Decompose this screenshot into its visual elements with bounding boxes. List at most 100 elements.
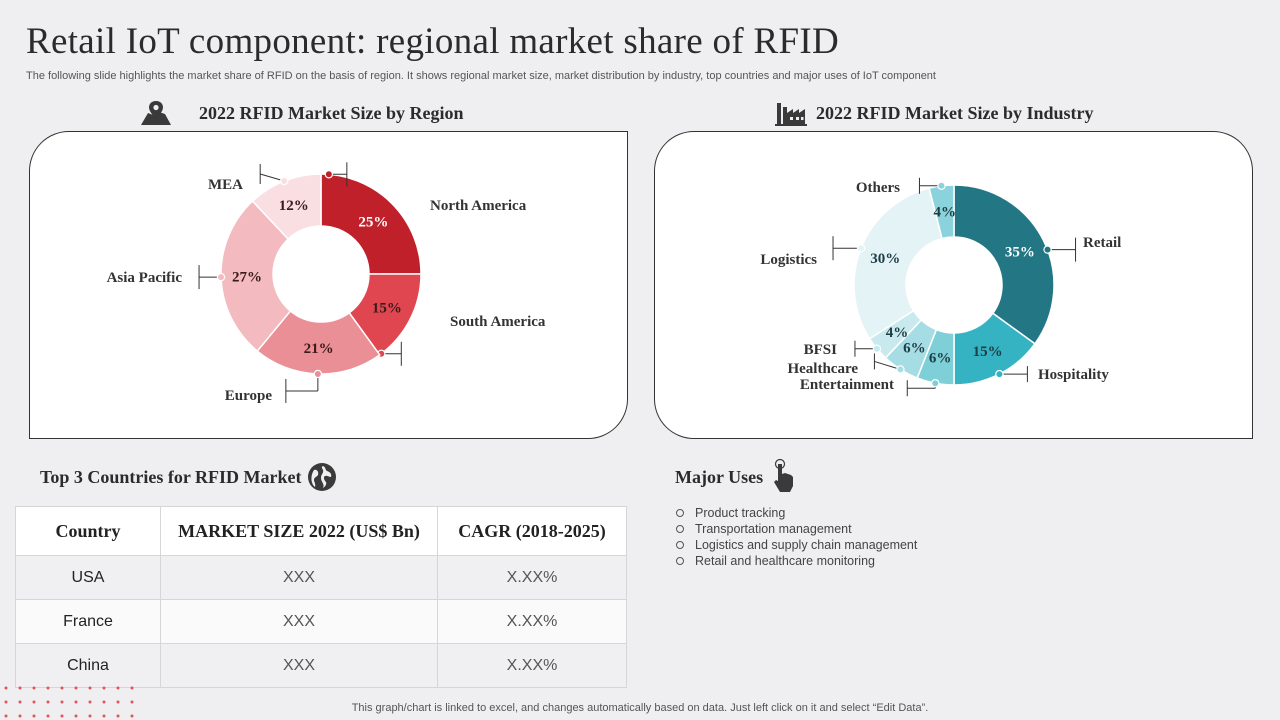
data-label-europe: 21% xyxy=(304,341,334,357)
callout-others xyxy=(918,177,946,194)
callout-retail xyxy=(1043,237,1077,262)
category-label-asia-pacific: Asia Pacific xyxy=(107,270,183,286)
table-cell-country: USA xyxy=(15,555,161,600)
data-label-logistics: 30% xyxy=(870,251,900,267)
callout-healthcare xyxy=(873,353,905,374)
industry-heading-label: 2022 RFID Market Size by Industry xyxy=(816,102,1094,123)
decor-dot xyxy=(18,700,22,704)
decor-dot xyxy=(88,686,92,690)
industry-heading: 2022 RFID Market Size by Industry xyxy=(774,99,1094,127)
list-item-label: Retail and healthcare monitoring xyxy=(695,554,875,568)
category-label-retail: Retail xyxy=(1083,235,1121,251)
region-chart-panel: 25% North America 15% South America 21% Europ… xyxy=(29,131,628,439)
map-pin-icon xyxy=(141,101,171,125)
list-item: Retail and healthcare monitoring xyxy=(676,553,917,569)
donut-slice-mea xyxy=(251,173,322,241)
donut-slice-asia-pacific xyxy=(220,200,292,353)
decor-dot xyxy=(4,714,8,718)
category-label-entertainment: Entertainment xyxy=(800,377,894,393)
decor-dot xyxy=(130,714,134,718)
decor-dot xyxy=(18,686,22,690)
table-cell-country: China xyxy=(15,643,161,688)
decor-dot xyxy=(116,714,120,718)
table-cell-cagr: X.XX% xyxy=(437,555,627,600)
category-label-europe: Europe xyxy=(225,388,273,404)
decor-dot xyxy=(116,700,120,704)
category-label-healthcare: Healthcare xyxy=(787,361,858,377)
decor-dot xyxy=(74,700,78,704)
decor-dot xyxy=(32,714,36,718)
decor-dot xyxy=(60,686,64,690)
decor-dot xyxy=(46,714,50,718)
table-row: France XXX X.XX% xyxy=(15,599,627,644)
globe-icon xyxy=(308,463,336,491)
decor-dot xyxy=(88,714,92,718)
industry-donut-chart: 35% Retail 15% Hospitality 6% Entertainment 6%… xyxy=(760,177,1121,397)
category-label-mea: MEA xyxy=(208,177,243,193)
hand-pointer-icon xyxy=(774,458,793,492)
list-item: Transportation management xyxy=(676,521,917,537)
callout-entertainment xyxy=(906,379,940,397)
decor-dot xyxy=(74,686,78,690)
data-label-asia-pacific: 27% xyxy=(232,269,262,285)
callout-mea xyxy=(259,164,289,186)
uses-heading: Major Uses xyxy=(675,467,764,487)
donut-slice-europe xyxy=(256,309,381,375)
decor-dot xyxy=(116,686,120,690)
decor-dot xyxy=(60,714,64,718)
decor-dot xyxy=(32,700,36,704)
footer-note: This graph/chart is linked to excel, and… xyxy=(351,702,929,714)
table-cell-country: France xyxy=(15,599,161,644)
donut-slice-retail xyxy=(953,184,1055,345)
list-item: Logistics and supply chain management xyxy=(676,537,917,553)
column-header-country: Country xyxy=(15,506,161,556)
bullet-icon xyxy=(676,509,684,517)
region-heading: 2022 RFID Market Size by Region xyxy=(139,99,463,127)
category-label-logistics: Logistics xyxy=(760,252,817,268)
countries-table: Country MARKET SIZE 2022 (US$ Bn) CAGR (… xyxy=(15,506,627,688)
table-cell-market-size: XXX xyxy=(160,599,438,644)
callout-logistics xyxy=(832,236,866,261)
list-item-label: Product tracking xyxy=(695,506,786,520)
bullet-icon xyxy=(676,541,684,549)
list-item-label: Transportation management xyxy=(695,522,852,536)
table-row: China XXX X.XX% xyxy=(15,643,627,688)
region-donut-chart: 25% North America 15% South America 21% Europ… xyxy=(107,162,546,404)
data-label-bfsi: 4% xyxy=(886,325,909,341)
countries-heading: Top 3 Countries for RFID Market xyxy=(40,467,302,487)
page-subtitle: The following slide highlights the marke… xyxy=(26,70,936,82)
bullet-icon xyxy=(676,525,684,533)
decor-dot xyxy=(46,700,50,704)
category-label-hospitality: Hospitality xyxy=(1038,367,1109,383)
table-row: USA XXX X.XX% xyxy=(15,555,627,600)
major-uses-list: Product tracking Transportation manageme… xyxy=(676,505,917,569)
column-header-cagr: CAGR (2018-2025) xyxy=(437,506,627,556)
category-label-south-america: South America xyxy=(450,314,546,330)
data-label-hospitality: 15% xyxy=(973,344,1003,360)
page-title: Retail IoT component: regional market sh… xyxy=(26,21,839,62)
data-label-south-america: 15% xyxy=(372,301,402,317)
data-label-retail: 35% xyxy=(1005,244,1035,260)
column-header-market-size: MARKET SIZE 2022 (US$ Bn) xyxy=(160,506,438,556)
callout-europe xyxy=(285,369,323,403)
data-label-entertainment: 6% xyxy=(929,351,952,367)
callout-asia-pacific xyxy=(198,265,226,290)
table-header-row: Country MARKET SIZE 2022 (US$ Bn) CAGR (… xyxy=(15,506,627,556)
decor-dot xyxy=(46,686,50,690)
category-label-others: Others xyxy=(856,180,900,196)
data-label-others: 4% xyxy=(933,205,956,221)
callout-bfsi xyxy=(854,340,882,357)
donut-slice-north-america xyxy=(320,173,422,275)
category-label-north-america: North America xyxy=(430,198,527,214)
decor-dot xyxy=(74,714,78,718)
decor-dot xyxy=(102,714,106,718)
data-label-mea: 12% xyxy=(279,198,309,214)
data-label-healthcare: 6% xyxy=(903,340,926,356)
list-item: Product tracking xyxy=(676,505,917,521)
decor-dot xyxy=(88,700,92,704)
donut-slice-logistics xyxy=(853,187,943,340)
callout-hospitality xyxy=(995,366,1028,383)
decor-dot xyxy=(32,686,36,690)
table-cell-cagr: X.XX% xyxy=(437,599,627,644)
table-cell-market-size: XXX xyxy=(160,643,438,688)
